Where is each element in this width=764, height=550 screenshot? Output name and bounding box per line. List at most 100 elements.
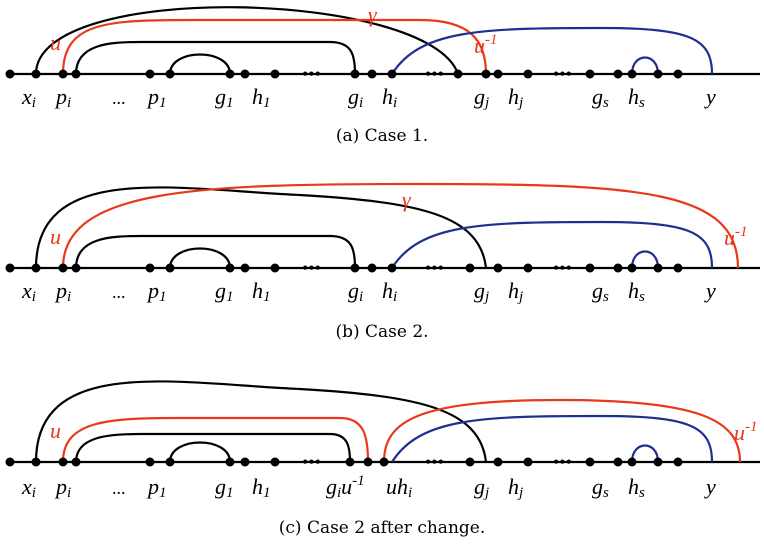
node: [31, 263, 41, 273]
caption-b: (b) Case 2.: [335, 322, 428, 342]
panel-c-dots-1: •••: [302, 452, 321, 472]
panel-b: ••• ••• ••• u γ u-1 xi pi ... p1 g1 h1 g…: [5, 182, 760, 342]
panel-b-arc-xi-gj: [34, 186, 488, 269]
node: [5, 69, 15, 79]
panel-a-dots-1: •••: [302, 64, 321, 84]
node: [653, 263, 663, 273]
label-p1: p1: [146, 278, 167, 305]
node: [225, 457, 235, 467]
node: [58, 457, 68, 467]
label-hs: hs: [628, 474, 645, 501]
panel-c-arc-gs-hs: [630, 444, 660, 463]
panel-a: ••• ••• ••• u γ u-1 xi pi ... p1 g1 h1 g…: [5, 2, 760, 146]
panel-a-dots-2: •••: [425, 64, 444, 84]
panel-a-u-label: u: [50, 30, 61, 55]
panel-b-u-label: u: [50, 224, 61, 249]
node: [367, 69, 377, 79]
node: [71, 263, 81, 273]
node: [613, 263, 623, 273]
panel-c-arc-p1-g1: [168, 441, 232, 463]
label-g1: g1: [215, 278, 234, 305]
label-h1: h1: [252, 84, 271, 111]
label-gj: gj: [474, 84, 489, 111]
label-gi: gi: [348, 84, 363, 111]
label-pi: pi: [54, 278, 71, 305]
node: [165, 69, 175, 79]
node: [165, 263, 175, 273]
panel-a-arc-hi-y: [391, 26, 714, 75]
node: [613, 457, 623, 467]
panel-c-nodes: [5, 457, 683, 467]
panel-a-uinv-label: u-1: [474, 32, 498, 58]
node: [523, 263, 533, 273]
label-gs: gs: [592, 278, 609, 305]
label-ellipsis: ...: [112, 478, 126, 498]
node: [493, 69, 503, 79]
panel-c-uinv-label: u-1: [734, 419, 758, 445]
node: [379, 457, 389, 467]
label-hi: hi: [382, 278, 397, 305]
label-xi: xi: [21, 474, 36, 501]
node: [653, 457, 663, 467]
panel-c-dots-3: •••: [553, 452, 572, 472]
node: [270, 457, 280, 467]
panel-b-node-labels: xi pi ... p1 g1 h1 gi hi gj hj gs hs y: [21, 278, 716, 305]
node: [627, 263, 637, 273]
node: [240, 457, 250, 467]
node: [523, 457, 533, 467]
node: [387, 69, 397, 79]
node: [653, 69, 663, 79]
node: [58, 263, 68, 273]
node: [225, 69, 235, 79]
node: [145, 263, 155, 273]
label-gs: gs: [592, 474, 609, 501]
label-hj: hj: [508, 474, 523, 501]
panel-c-node-labels: xi pi ... p1 g1 h1 giu-1 uhi gj hj gs hs…: [21, 473, 716, 501]
node: [225, 263, 235, 273]
label-hj: hj: [508, 84, 523, 111]
node: [240, 69, 250, 79]
node: [71, 457, 81, 467]
node: [465, 457, 475, 467]
node: [627, 457, 637, 467]
caption-a: (a) Case 1.: [336, 126, 428, 146]
node: [523, 69, 533, 79]
label-h1: h1: [252, 474, 271, 501]
panel-a-arc-gs-hs: [630, 56, 660, 75]
node: [673, 69, 683, 79]
panel-b-dots-1: •••: [302, 258, 321, 278]
label-hj: hj: [508, 278, 523, 305]
node: [31, 69, 41, 79]
label-y: y: [704, 474, 716, 499]
panel-b-dots-3: •••: [553, 258, 572, 278]
panel-b-arc-pi-gi: [74, 234, 357, 269]
node: [585, 263, 595, 273]
node: [367, 263, 377, 273]
panel-c-arc-xi-gj: [34, 380, 488, 463]
label-hs: hs: [628, 278, 645, 305]
node: [31, 457, 41, 467]
node: [387, 263, 397, 273]
label-gj: gj: [474, 474, 489, 501]
node: [363, 457, 373, 467]
node: [673, 263, 683, 273]
panel-c-arc-pi-gi: [74, 432, 352, 463]
panel-c-u-label: u: [50, 418, 61, 443]
node: [465, 263, 475, 273]
panel-c-dots-2: •••: [425, 452, 444, 472]
panel-a-arc-xi: [34, 6, 460, 75]
panel-b-arc-gs-hs: [630, 250, 660, 269]
node: [5, 457, 15, 467]
label-xi: xi: [21, 278, 36, 305]
node: [585, 457, 595, 467]
label-gs: gs: [592, 84, 609, 111]
panel-a-nodes: [5, 69, 683, 79]
node: [58, 69, 68, 79]
label-gj: gj: [474, 278, 489, 305]
label-y: y: [704, 84, 716, 109]
panel-c-arc-u-uinv: [61, 416, 370, 463]
panel-b-uinv-label: u-1: [724, 224, 748, 250]
panel-a-gamma-label: γ: [368, 2, 378, 27]
